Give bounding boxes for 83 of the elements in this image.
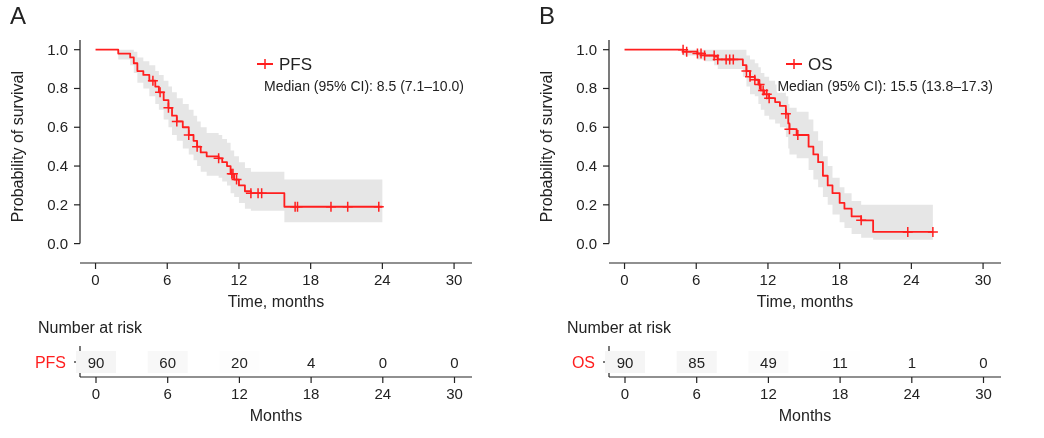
- y-tick-label: 1.0: [47, 40, 68, 58]
- y-tick-label: 0.0: [47, 234, 68, 252]
- y-tick-label: OS: [571, 354, 595, 371]
- y-tick-label: 0.8: [47, 79, 68, 97]
- y-axis-title: Probability of survival: [538, 71, 555, 223]
- x-tick-label: 30: [445, 271, 463, 288]
- annotation: Median (95% CI): 15.5 (13.8–17.3): [777, 78, 993, 94]
- point: [780, 107, 792, 120]
- data-label: 0: [979, 354, 988, 371]
- data-label: 0: [378, 354, 387, 371]
- y-axis-title: Probability of survival: [9, 71, 26, 223]
- y-tick-label: 0.2: [47, 195, 68, 213]
- point: [162, 102, 175, 114]
- x-axis-title: Months: [249, 407, 303, 424]
- point: [698, 49, 711, 62]
- y-tick-label: 0.6: [47, 118, 68, 136]
- x-tick-label: 0: [620, 271, 629, 288]
- y-tick-label: 0.0: [576, 234, 597, 252]
- point: [341, 201, 354, 213]
- chart-title: Number at risk: [567, 319, 673, 336]
- y-tick-label: 0.2: [576, 195, 597, 213]
- x-tick-label: 12: [231, 385, 248, 402]
- x-tick-label: 6: [692, 385, 701, 402]
- x-tick-label: 0: [91, 385, 101, 402]
- x-tick-label: 18: [302, 271, 319, 288]
- point: [154, 86, 166, 99]
- x-tick-label: 24: [903, 385, 921, 402]
- point: [212, 152, 225, 165]
- point: [927, 226, 939, 238]
- y-tick-label: PFS: [34, 354, 66, 371]
- x-axis-title: Time, months: [227, 293, 325, 310]
- legend-label: PFS: [279, 55, 313, 74]
- data-label: 90: [616, 354, 634, 371]
- y-tick-label: 1.0: [576, 40, 597, 58]
- data-label: 0: [450, 354, 459, 371]
- point: [677, 43, 689, 56]
- x-tick-label: 6: [163, 271, 172, 288]
- annotation: Median (95% CI): 8.5 (7.1–10.0): [264, 78, 464, 94]
- data-label: 1: [907, 354, 916, 371]
- x-tick-label: 0: [91, 271, 100, 288]
- x-tick-label: 18: [302, 385, 320, 402]
- point: [855, 214, 867, 227]
- point: [695, 47, 707, 60]
- data-label: 49: [760, 354, 777, 371]
- data-label: 85: [688, 354, 706, 371]
- point: [373, 201, 385, 213]
- x-tick-label: 6: [163, 385, 172, 402]
- y-tick-label: 0.4: [47, 157, 68, 175]
- point: [727, 53, 740, 66]
- x-axis-title: Time, months: [756, 293, 854, 310]
- data-label: 4: [306, 354, 316, 371]
- chart-title: A: [10, 2, 27, 29]
- data-label: 60: [159, 354, 177, 371]
- x-tick-label: 18: [831, 271, 848, 288]
- chart-title: Number at risk: [38, 319, 144, 336]
- legend-label: OS: [808, 55, 833, 74]
- y-tick-label: 0.8: [576, 79, 597, 97]
- y-tick-label: 0.6: [576, 118, 597, 136]
- x-tick-label: 6: [692, 271, 701, 288]
- chart-title: B: [539, 2, 556, 29]
- x-tick-label: 0: [620, 385, 630, 402]
- x-tick-label: 24: [903, 271, 920, 288]
- x-tick-label: 12: [759, 271, 777, 288]
- point: [708, 49, 720, 62]
- x-tick-label: 30: [975, 385, 992, 402]
- point: [902, 226, 914, 238]
- x-tick-label: 12: [230, 271, 248, 288]
- x-tick-label: 24: [374, 271, 391, 288]
- x-tick-label: 24: [374, 385, 392, 402]
- data-label: 11: [832, 354, 848, 371]
- x-tick-label: 30: [446, 385, 463, 402]
- x-axis-title: Months: [778, 407, 832, 424]
- point: [325, 201, 337, 213]
- x-tick-label: 30: [974, 271, 992, 288]
- x-tick-label: 18: [831, 385, 849, 402]
- point: [680, 45, 693, 58]
- data-label: 20: [231, 354, 248, 371]
- y-tick-label: 0.4: [576, 157, 597, 175]
- point: [712, 53, 724, 66]
- data-label: 90: [87, 354, 105, 371]
- point: [171, 115, 183, 128]
- point: [147, 74, 159, 87]
- x-tick-label: 12: [760, 385, 777, 402]
